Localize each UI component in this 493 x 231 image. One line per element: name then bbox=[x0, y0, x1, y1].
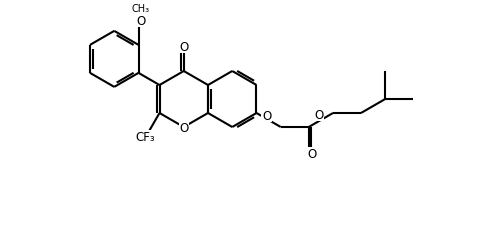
Text: O: O bbox=[179, 122, 188, 135]
Text: O: O bbox=[307, 148, 317, 161]
Text: CH₃: CH₃ bbox=[132, 4, 149, 14]
Text: O: O bbox=[136, 15, 145, 28]
Text: O: O bbox=[179, 40, 188, 53]
Text: O: O bbox=[314, 108, 323, 121]
Text: CF₃: CF₃ bbox=[136, 131, 155, 143]
Text: O: O bbox=[262, 109, 271, 122]
